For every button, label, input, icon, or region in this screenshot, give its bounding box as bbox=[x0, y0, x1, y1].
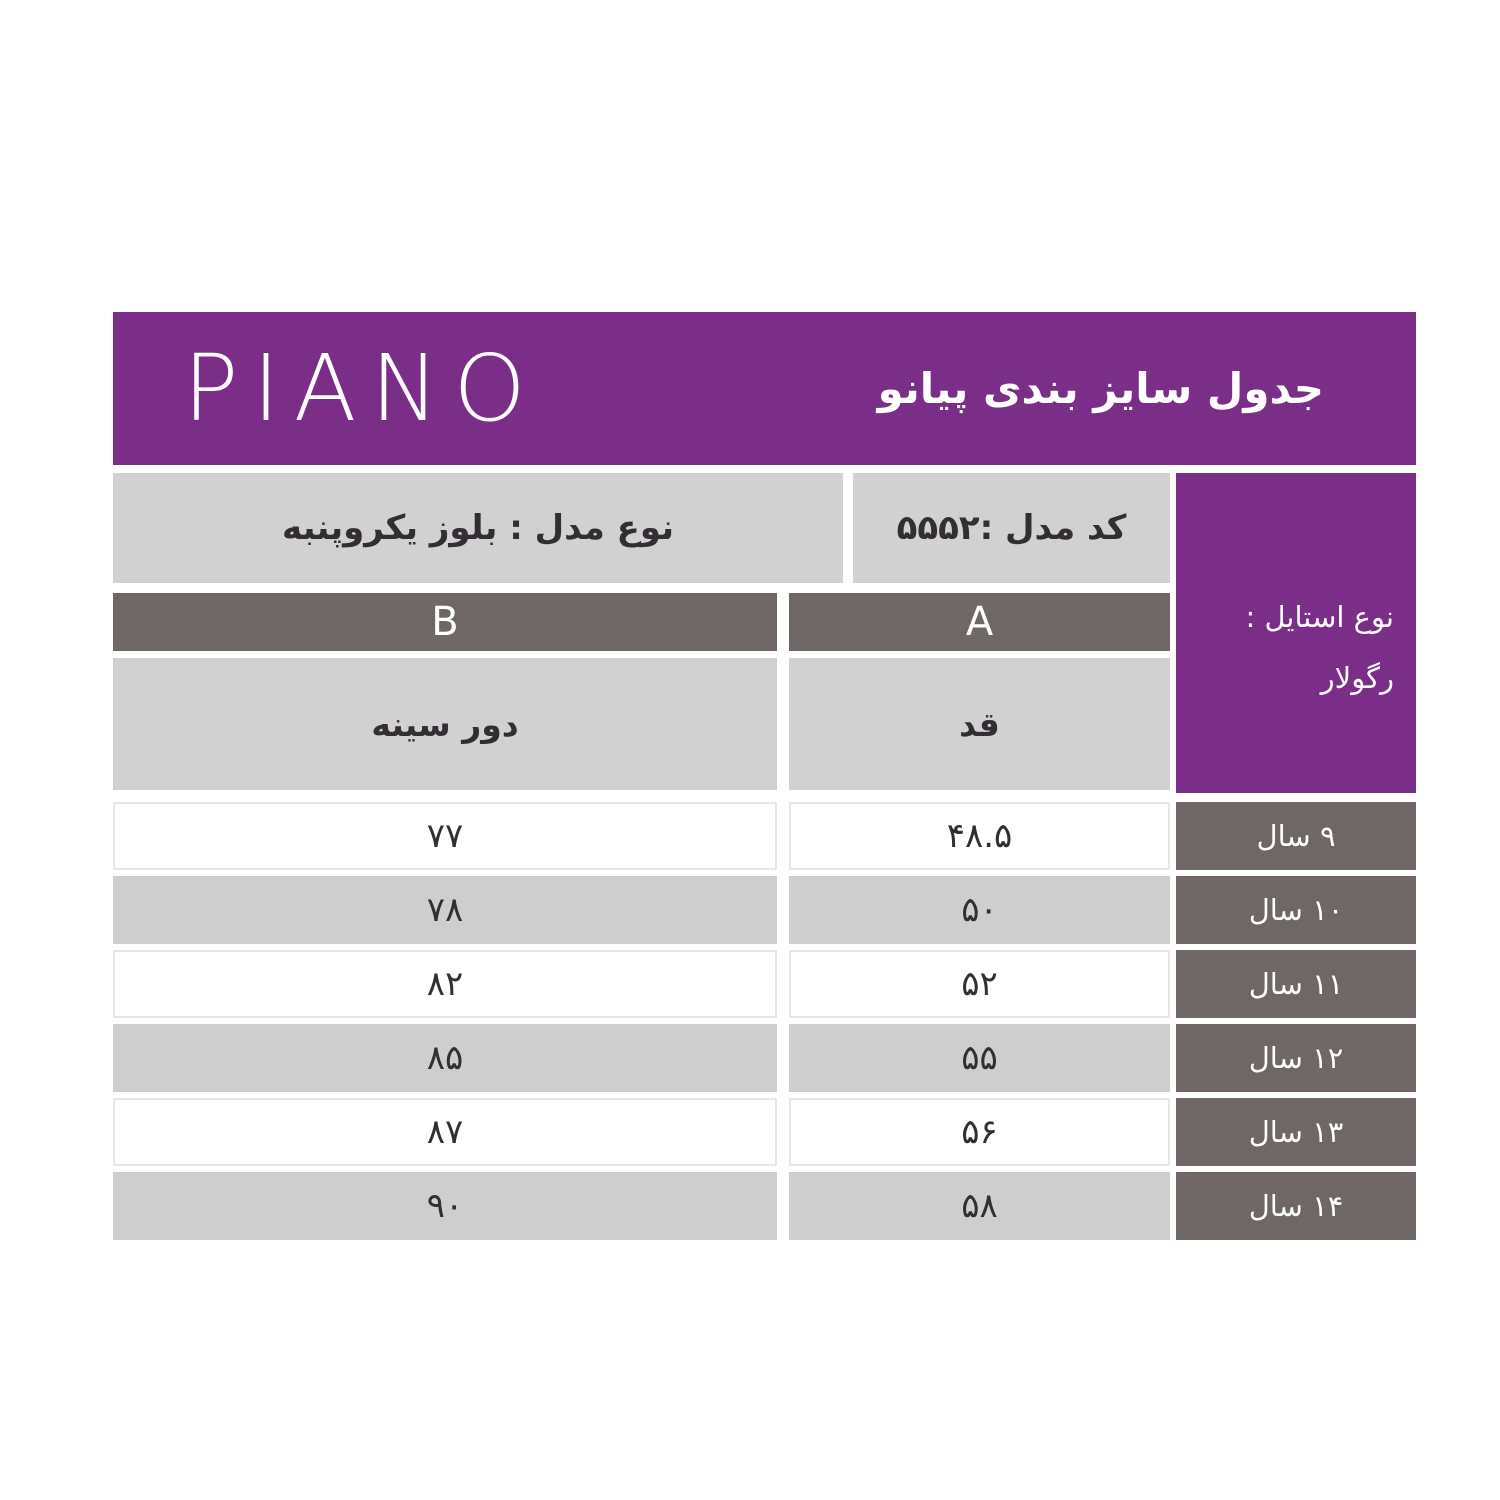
height-value: ۵۲ bbox=[789, 950, 1170, 1018]
height-measure-header: قد bbox=[789, 658, 1170, 790]
table-row: ۸۵ ۵۵ ۱۲ سال bbox=[113, 1024, 1416, 1092]
height-value: ۵۸ bbox=[789, 1172, 1170, 1240]
style-type-label: نوع استایل : bbox=[1245, 600, 1394, 635]
model-type-cell: نوع مدل : بلوز یکروپنبه bbox=[113, 473, 843, 583]
column-a-header: A bbox=[789, 593, 1170, 651]
table-row: ۷۸ ۵۰ ۱۰ سال bbox=[113, 876, 1416, 944]
chest-value: ۷۸ bbox=[113, 876, 777, 944]
brand-logo: PIANO bbox=[183, 334, 540, 442]
chest-value: ۹۰ bbox=[113, 1172, 777, 1240]
header-band: PIANO جدول سایز بندی پیانو bbox=[113, 312, 1416, 465]
age-cell: ۹ سال bbox=[1176, 802, 1416, 870]
chest-value: ۸۷ bbox=[113, 1098, 777, 1166]
table-row: ۹۰ ۵۸ ۱۴ سال bbox=[113, 1172, 1416, 1240]
height-value: ۵۰ bbox=[789, 876, 1170, 944]
age-cell: ۱۴ سال bbox=[1176, 1172, 1416, 1240]
age-cell: ۱۳ سال bbox=[1176, 1098, 1416, 1166]
column-b-header: B bbox=[113, 593, 777, 651]
style-type-value: رگولار bbox=[1320, 661, 1394, 695]
size-table-body: ۷۷ ۴۸.۵ ۹ سال ۷۸ ۵۰ ۱۰ سال ۸۲ ۵۲ ۱۱ سال … bbox=[113, 802, 1416, 1240]
table-row: ۸۷ ۵۶ ۱۳ سال bbox=[113, 1098, 1416, 1166]
table-title: جدول سایز بندی پیانو bbox=[877, 363, 1324, 413]
table-row: ۸۲ ۵۲ ۱۱ سال bbox=[113, 950, 1416, 1018]
age-cell: ۱۱ سال bbox=[1176, 950, 1416, 1018]
height-value: ۵۶ bbox=[789, 1098, 1170, 1166]
table-row: ۷۷ ۴۸.۵ ۹ سال bbox=[113, 802, 1416, 870]
chest-value: ۸۵ bbox=[113, 1024, 777, 1092]
chest-value: ۷۷ bbox=[113, 802, 777, 870]
style-type-cell: نوع استایل : رگولار bbox=[1176, 473, 1416, 793]
chest-value: ۸۲ bbox=[113, 950, 777, 1018]
age-cell: ۱۰ سال bbox=[1176, 876, 1416, 944]
height-value: ۴۸.۵ bbox=[789, 802, 1170, 870]
model-code-cell: کد مدل :۵۵۵۲ bbox=[853, 473, 1170, 583]
height-value: ۵۵ bbox=[789, 1024, 1170, 1092]
chest-measure-header: دور سینه bbox=[113, 658, 777, 790]
age-cell: ۱۲ سال bbox=[1176, 1024, 1416, 1092]
